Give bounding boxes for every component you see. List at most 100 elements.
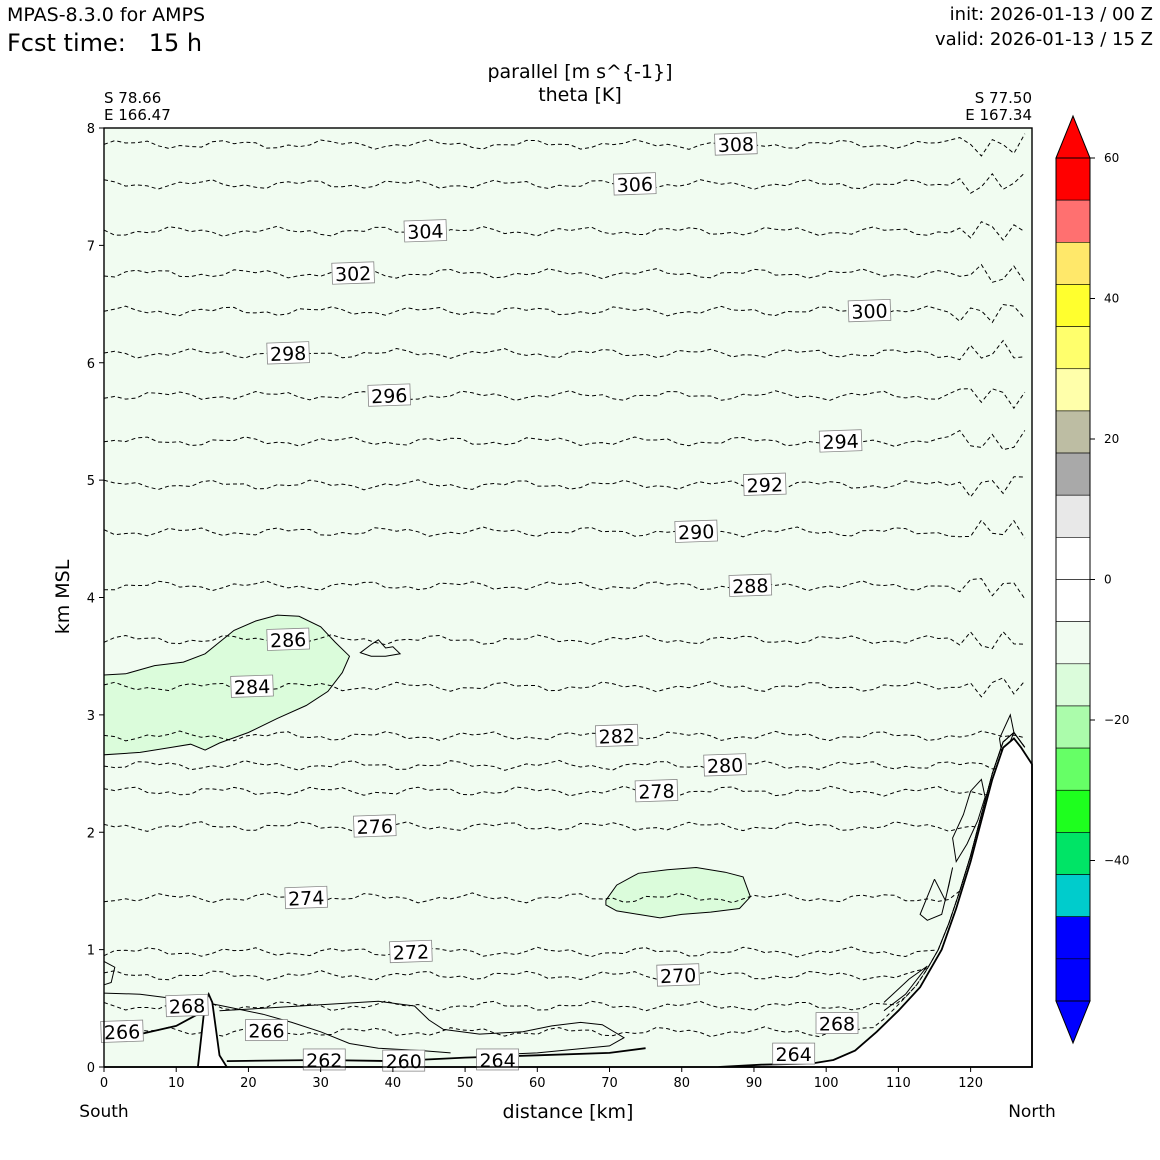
colorbar-over-triangle (1055, 114, 1091, 159)
theta-label-box (389, 939, 433, 964)
wind-contour-slope-2 (919, 867, 954, 921)
wind-contour-slope-4 (883, 965, 928, 1012)
colorbar-under-triangle (1055, 1000, 1091, 1045)
x-tick-label-80: 80 (673, 1076, 690, 1091)
theta-label-300: 300 (847, 298, 892, 324)
north-label: North (1008, 1102, 1056, 1122)
theta-label-extra-text: 264 (479, 1050, 515, 1072)
theta-label-text-298: 298 (270, 343, 307, 366)
theta-contour-302 (103, 263, 1026, 283)
theta-contour-276 (103, 820, 1025, 832)
x-tick-label-20: 20 (240, 1076, 257, 1091)
theta-contour-288 (104, 578, 1026, 600)
theta-label-extra-2: 264 (772, 1042, 816, 1066)
right-endpoint-lat: S 77.50 (975, 89, 1032, 107)
theta-label-box (353, 814, 397, 838)
theta-label-box (815, 1012, 859, 1034)
theta-label-276: 276 (353, 814, 397, 839)
colorbar-segment (1055, 579, 1091, 622)
theta-label-text-304: 304 (407, 221, 444, 244)
theta-label-text-302: 302 (335, 263, 372, 286)
theta-label-304: 304 (403, 219, 448, 244)
theta-label-box (403, 219, 448, 243)
theta-label-extra-1: 266 (245, 1019, 288, 1043)
theta-label-270: 270 (656, 963, 700, 988)
forecast-time-label: Fcst time: (7, 29, 126, 57)
colorbar-segment (1055, 410, 1091, 454)
contour-label-layer: 308 306 304 302 300 298 296 294 292 290 288 286 284 2… (100, 132, 892, 1073)
y-tick-label-7: 7 (87, 239, 95, 254)
theta-label-text-272: 272 (392, 941, 429, 964)
theta-label-box (266, 341, 310, 365)
colorbar-segment (1055, 705, 1091, 749)
colorbar-segment (1055, 242, 1091, 285)
theta-label-284: 284 (230, 674, 274, 699)
theta-label-text-282: 282 (598, 725, 635, 748)
theta-label-302: 302 (331, 261, 375, 286)
theta-label-extra-0: 268 (815, 1012, 859, 1036)
y-tick-label-0: 0 (87, 1061, 95, 1076)
colorbar-segment (1055, 494, 1091, 538)
x-tick-label-70: 70 (601, 1076, 618, 1091)
theta-label-text-280: 280 (707, 755, 744, 778)
theta-label-286: 286 (266, 627, 310, 652)
theta-label-288: 288 (728, 573, 773, 598)
forecast-time-value: 15 h (148, 29, 203, 57)
colorbar-segment (1055, 789, 1091, 833)
wind-contour-slope-1 (952, 778, 986, 864)
theta-label-box (772, 1042, 816, 1065)
right-endpoint-lon: E 167.34 (965, 106, 1032, 124)
theta-contour-306 (103, 172, 1026, 194)
x-tick-label-90: 90 (746, 1076, 763, 1091)
theta-label-box (743, 472, 787, 496)
theta-label-box (302, 1048, 346, 1071)
theta-label-306: 306 (613, 172, 657, 197)
theta-label-278: 278 (634, 779, 679, 804)
theta-label-extra-text: 264 (776, 1044, 812, 1066)
colorbar-segment (1055, 537, 1091, 580)
wind-contour-edge (103, 960, 116, 986)
small-wind-contour (359, 639, 402, 657)
theta-contour-272 (103, 731, 1026, 958)
theta-contour-282 (103, 730, 1025, 742)
theta-label-box (674, 519, 718, 543)
left-endpoint-lon: E 166.47 (104, 106, 171, 124)
theta-label-box (284, 885, 328, 910)
model-title: MPAS-8.3.0 for AMPS (7, 4, 206, 26)
y-tick-label-3: 3 (87, 709, 95, 724)
theta-label-extra-4: 262 (302, 1048, 346, 1072)
theta-contour-280 (103, 759, 1025, 771)
theta-label-text-294: 294 (822, 431, 859, 454)
theta-label-box (230, 674, 274, 698)
valid-time: valid: 2026-01-13 / 15 Z (935, 29, 1153, 50)
theta-label-298: 298 (266, 341, 310, 366)
theta-label-box (714, 132, 758, 156)
theta-contour-296 (103, 388, 1026, 410)
colorbar-segment (1055, 663, 1091, 707)
theta-label-extra-5: 260 (382, 1049, 426, 1073)
theta-contour-294 (103, 429, 1026, 451)
init-time: init: 2026-01-13 / 00 Z (949, 4, 1153, 25)
colorbar-segment (1055, 452, 1091, 496)
theta-contour-270 (103, 731, 1026, 981)
x-tick-label-100: 100 (814, 1076, 839, 1091)
colorbar-tick-label: 0 (1104, 573, 1112, 587)
theta-label-text-270: 270 (660, 965, 697, 988)
theta-label-box (818, 429, 863, 453)
theta-label-extra-text: 260 (386, 1051, 422, 1073)
theta-label-text-292: 292 (746, 474, 783, 497)
theta-label-text-268: 268 (169, 995, 206, 1018)
colorbar-tick-label: 20 (1104, 432, 1119, 446)
theta-label-box (613, 172, 657, 196)
colorbar: 60 40 20 0 −20 −40 (1055, 114, 1129, 1045)
theta-label-text-278: 278 (638, 781, 675, 804)
theta-label-266: 266 (100, 1019, 144, 1044)
colorbar-tick-label: 40 (1104, 292, 1119, 306)
colorbar-segment (1055, 958, 1091, 1002)
theta-label-extra-3: 264 (476, 1048, 519, 1072)
y-tick-label-6: 6 (87, 357, 95, 372)
theta-label-296: 296 (367, 383, 412, 408)
wind-contour-slope-3 (998, 713, 1015, 762)
theta-label-282: 282 (594, 723, 639, 749)
